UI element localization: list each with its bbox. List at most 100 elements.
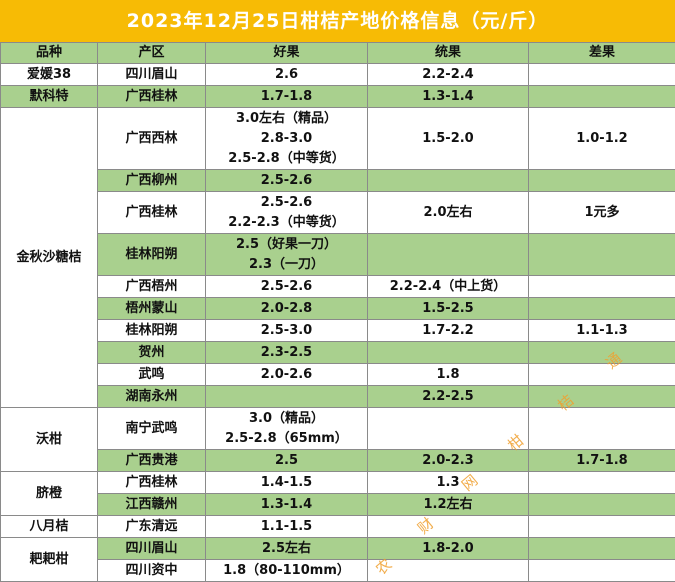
cell-line: 2.5-2.8（中等货） xyxy=(206,149,367,169)
good-cell: 2.3-2.5 xyxy=(206,342,368,364)
title: 2023年12月25日柑桔产地价格信息（元/斤） xyxy=(0,0,675,42)
good-cell: 1.8（80-110mm） xyxy=(206,560,368,582)
poor-cell: 1.1-1.3 xyxy=(529,320,675,342)
poor-cell xyxy=(529,494,675,516)
cell-line: 2.3-2.5 xyxy=(206,343,367,363)
good-cell: 2.6 xyxy=(206,64,368,86)
cell-line: 2.3（一刀） xyxy=(206,255,367,275)
poor-cell: 1.7-1.8 xyxy=(529,450,675,472)
standard-cell: 1.2左右 xyxy=(368,494,529,516)
standard-cell xyxy=(368,234,529,276)
good-cell: 2.5左右 xyxy=(206,538,368,560)
region-cell: 桂林阳朔 xyxy=(98,320,206,342)
good-cell: 1.1-1.5 xyxy=(206,516,368,538)
region-cell: 湖南永州 xyxy=(98,386,206,408)
variety-cell: 八月桔 xyxy=(1,516,98,538)
cell-line: 1.8（80-110mm） xyxy=(206,561,367,581)
region-cell: 广西柳州 xyxy=(98,170,206,192)
standard-cell: 2.2-2.4 xyxy=(368,64,529,86)
header-row: 品种产区好果统果差果 xyxy=(1,43,675,64)
standard-cell xyxy=(368,170,529,192)
poor-cell xyxy=(529,64,675,86)
cell-line: 1.8-2.0 xyxy=(368,539,528,559)
good-cell: 2.5-3.0 xyxy=(206,320,368,342)
good-cell xyxy=(206,386,368,408)
standard-cell: 2.0左右 xyxy=(368,192,529,234)
cell-line: 2.5-2.8（65mm） xyxy=(206,429,367,449)
poor-cell xyxy=(529,342,675,364)
cell-line: 2.5-2.6 xyxy=(206,171,367,191)
good-cell: 3.0（精品）2.5-2.8（65mm） xyxy=(206,408,368,450)
region-cell: 武鸣 xyxy=(98,364,206,386)
poor-cell xyxy=(529,472,675,494)
standard-cell xyxy=(368,342,529,364)
cell-line: 2.2-2.5 xyxy=(368,387,528,407)
good-cell: 2.0-2.8 xyxy=(206,298,368,320)
region-cell: 广西贵港 xyxy=(98,450,206,472)
cell-line: 2.5-2.6 xyxy=(206,193,367,213)
poor-cell xyxy=(529,364,675,386)
header-cell: 好果 xyxy=(206,43,368,64)
variety-cell: 金秋沙糖桔 xyxy=(1,108,98,408)
poor-cell xyxy=(529,298,675,320)
cell-line: 2.5-2.6 xyxy=(206,277,367,297)
good-cell: 1.4-1.5 xyxy=(206,472,368,494)
standard-cell: 1.8 xyxy=(368,364,529,386)
cell-line: 1.8 xyxy=(368,365,528,385)
variety-cell: 脐橙 xyxy=(1,472,98,516)
cell-line: 1.1-1.5 xyxy=(206,517,367,537)
poor-cell xyxy=(529,386,675,408)
poor-cell xyxy=(529,234,675,276)
cell-line: 3.0左右（精品） xyxy=(206,109,367,129)
cell-line: 2.0-2.8 xyxy=(206,299,367,319)
standard-cell: 1.5-2.5 xyxy=(368,298,529,320)
header-cell: 产区 xyxy=(98,43,206,64)
cell-line: 1.5-2.0 xyxy=(368,129,528,149)
standard-cell: 1.7-2.2 xyxy=(368,320,529,342)
variety-cell: 爱媛38 xyxy=(1,64,98,86)
standard-cell: 2.2-2.5 xyxy=(368,386,529,408)
poor-cell: 1元多 xyxy=(529,192,675,234)
region-cell: 梧州蒙山 xyxy=(98,298,206,320)
variety-cell: 沃柑 xyxy=(1,408,98,472)
region-cell: 四川眉山 xyxy=(98,64,206,86)
region-cell: 广西梧州 xyxy=(98,276,206,298)
region-cell: 广西桂林 xyxy=(98,472,206,494)
standard-cell: 1.3 xyxy=(368,472,529,494)
cell-line: 1.5-2.5 xyxy=(368,299,528,319)
region-cell: 广西桂林 xyxy=(98,86,206,108)
poor-cell xyxy=(529,276,675,298)
cell-line: 1.7-1.8 xyxy=(206,87,367,107)
standard-cell: 1.3-1.4 xyxy=(368,86,529,108)
standard-cell xyxy=(368,516,529,538)
good-cell: 2.5-2.6 xyxy=(206,276,368,298)
cell-line: 2.5（好果一刀） xyxy=(206,235,367,255)
cell-line: 2.0-2.6 xyxy=(206,365,367,385)
region-cell: 江西赣州 xyxy=(98,494,206,516)
region-cell: 桂林阳朔 xyxy=(98,234,206,276)
region-cell: 广西西林 xyxy=(98,108,206,170)
cell-line: 3.0（精品） xyxy=(206,409,367,429)
variety-cell: 耙耙柑 xyxy=(1,538,98,582)
poor-cell xyxy=(529,516,675,538)
